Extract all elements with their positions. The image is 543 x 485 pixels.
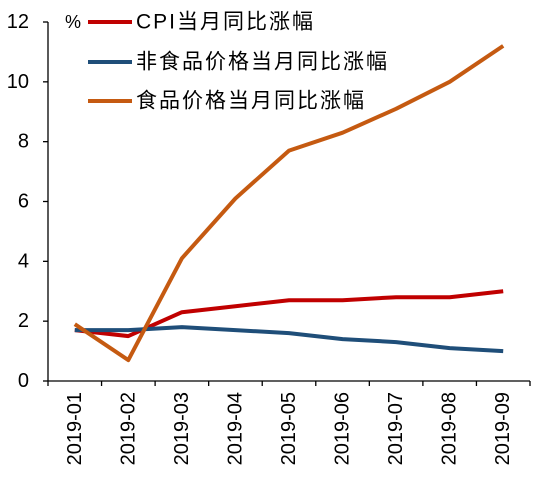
y-axis-ticks: 0 2 4 6 8 10 12	[7, 11, 48, 392]
x-tick-label: 2019-03	[171, 392, 193, 465]
legend-label-food-price: 食品价格当月同比涨幅	[136, 90, 366, 113]
legend-item-non-food-price: 非食品价格当月同比涨幅	[88, 51, 389, 74]
y-axis-unit-label: %	[65, 12, 81, 32]
series-layer	[72, 43, 506, 363]
x-tick-label: 2019-05	[278, 392, 300, 465]
data-point-non-food-price	[126, 328, 131, 333]
y-tick-label: 2	[18, 310, 29, 332]
data-point-food-price	[72, 322, 77, 327]
data-point-cpi	[501, 289, 506, 294]
y-tick-label: 4	[18, 250, 29, 272]
data-point-cpi	[287, 298, 292, 303]
data-point-cpi	[179, 310, 184, 315]
data-point-non-food-price	[179, 325, 184, 330]
data-point-food-price	[340, 130, 345, 135]
data-point-non-food-price	[447, 346, 452, 351]
data-point-food-price	[126, 358, 131, 363]
series-food-price	[72, 43, 506, 363]
x-tick-label: 2019-08	[439, 392, 461, 465]
data-point-food-price	[179, 256, 184, 261]
y-tick-label: 6	[18, 191, 29, 213]
x-tick-label: 2019-01	[64, 392, 86, 465]
data-point-cpi	[126, 334, 131, 339]
series-line-food-price	[73, 44, 505, 363]
x-tick-label: 2019-04	[224, 392, 246, 465]
data-point-cpi	[394, 295, 399, 300]
x-tick-label: 2019-09	[492, 392, 514, 465]
y-tick-label: 0	[18, 370, 29, 392]
x-tick-label: 2019-06	[332, 392, 354, 465]
data-point-cpi	[233, 304, 238, 309]
data-point-non-food-price	[340, 337, 345, 342]
data-point-food-price	[287, 148, 292, 153]
y-tick-label: 12	[7, 11, 29, 33]
data-point-non-food-price	[72, 328, 77, 333]
x-tick-label: 2019-07	[385, 392, 407, 465]
data-point-food-price	[394, 106, 399, 111]
data-point-food-price	[447, 79, 452, 84]
legend-item-food-price: 食品价格当月同比涨幅	[88, 90, 366, 113]
data-point-food-price	[501, 43, 506, 48]
data-point-cpi	[447, 295, 452, 300]
data-point-non-food-price	[287, 331, 292, 336]
data-point-non-food-price	[233, 328, 238, 333]
y-tick-label: 10	[7, 71, 29, 93]
data-point-non-food-price	[501, 349, 506, 354]
y-tick-label: 8	[18, 131, 29, 153]
x-axis-ticks: 2019-01 2019-02 2019-03 2019-04 2019-05 2019-…	[47, 381, 531, 465]
legend: CPI当月同比涨幅 非食品价格当月同比涨幅 食品价格当月同比涨幅	[88, 11, 389, 113]
data-point-cpi	[340, 298, 345, 303]
legend-item-cpi: CPI当月同比涨幅	[88, 11, 315, 34]
legend-label-non-food-price: 非食品价格当月同比涨幅	[136, 51, 389, 74]
data-point-food-price	[233, 196, 238, 201]
legend-label-cpi: CPI当月同比涨幅	[136, 11, 315, 34]
data-point-non-food-price	[394, 340, 399, 345]
x-tick-label: 2019-02	[117, 392, 139, 465]
